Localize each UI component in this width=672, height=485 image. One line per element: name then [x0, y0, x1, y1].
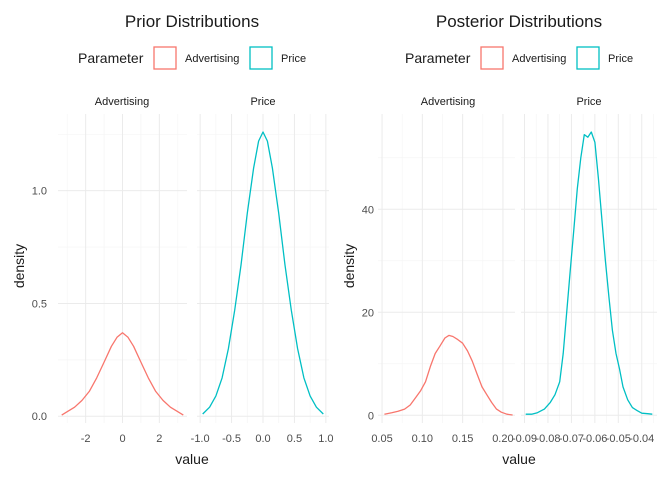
prior-price-x-tick-label: 0.5	[287, 433, 302, 445]
prior-y-ticks: 0.0 0.5 1.0	[32, 186, 47, 424]
prior-legend-label-price: Price	[281, 53, 306, 65]
prior-y-tick-label: 0.0	[32, 411, 47, 423]
posterior-price-x-tick-label: -0.07	[559, 433, 584, 445]
prior-y-axis-title: density	[11, 244, 27, 288]
posterior-advertising-x-tick-label: 0.10	[412, 433, 433, 445]
posterior-price-x-tick-label: -0.05	[606, 433, 631, 445]
posterior-chart-title: Posterior Distributions	[436, 12, 602, 31]
posterior-strip-price: Price	[576, 96, 601, 108]
posterior-x-axis-title: value	[502, 451, 536, 467]
posterior-price-density-line	[525, 131, 653, 415]
prior-strip-advertising: Advertising	[95, 96, 149, 108]
prior-advertising-density-line	[61, 332, 184, 416]
posterior-y-tick-label: 40	[362, 204, 374, 216]
prior-chart: Prior Distributions Parameter Advertisin…	[11, 12, 334, 467]
posterior-legend-label-price: Price	[608, 53, 633, 65]
posterior-chart: Posterior Distributions Parameter Advert…	[341, 12, 657, 467]
posterior-legend-key-price	[576, 46, 600, 70]
posterior-y-axis-title: density	[341, 244, 357, 288]
posterior-strip-advertising: Advertising	[421, 96, 475, 108]
posterior-legend: Parameter Advertising Price	[405, 46, 633, 70]
prior-legend: Parameter Advertising Price	[78, 46, 306, 70]
posterior-advertising-density-line	[384, 334, 513, 416]
prior-y-tick-label: 0.5	[32, 298, 47, 310]
prior-advertising-x-tick-label: 0	[119, 433, 125, 445]
prior-x-axis-title: value	[175, 451, 209, 467]
prior-chart-title: Prior Distributions	[125, 12, 259, 31]
prior-advertising-x-tick-label: 2	[156, 433, 162, 445]
posterior-panel-advertising: 0.05 0.10 0.15 0.20	[371, 114, 515, 445]
posterior-price-x-tick-label: -0.06	[582, 433, 607, 445]
prior-y-tick-label: 1.0	[32, 186, 47, 198]
posterior-y-tick-label: 20	[362, 307, 374, 319]
posterior-advertising-x-tick-label: 0.05	[371, 433, 392, 445]
posterior-price-x-tick-label: -0.08	[535, 433, 560, 445]
posterior-price-x-tick-label: -0.09	[512, 433, 537, 445]
prior-strip-price: Price	[250, 96, 275, 108]
prior-legend-key-price	[249, 46, 273, 70]
posterior-advertising-x-tick-label: 0.15	[452, 433, 473, 445]
posterior-legend-label-advertising: Advertising	[512, 53, 566, 65]
posterior-panel-price: -0.09-0.08-0.07-0.06-0.05-0.04	[512, 114, 657, 445]
prior-legend-key-advertising	[153, 46, 177, 70]
prior-price-x-tick-label: 0.0	[255, 433, 270, 445]
posterior-price-x-tick-label: -0.04	[629, 433, 654, 445]
posterior-legend-title: Parameter	[405, 50, 471, 66]
prior-price-x-tick-label: 1.0	[318, 433, 333, 445]
prior-panel-advertising: -2 0 2	[58, 114, 187, 445]
prior-legend-label-advertising: Advertising	[185, 53, 239, 65]
prior-advertising-x-tick-label: -2	[81, 433, 91, 445]
posterior-legend-key-advertising	[480, 46, 504, 70]
posterior-y-tick-label: 0	[368, 410, 374, 422]
posterior-y-ticks: 0 20 40	[362, 204, 374, 422]
posterior-advertising-x-tick-label: 0.20	[492, 433, 513, 445]
prior-price-x-tick-label: -0.5	[222, 433, 241, 445]
prior-panel-price: -1.0 -0.5 0.0 0.5 1.0	[191, 114, 334, 445]
prior-price-density-line	[202, 131, 324, 415]
prior-price-x-tick-label: -1.0	[191, 433, 210, 445]
prior-legend-title: Parameter	[78, 50, 144, 66]
